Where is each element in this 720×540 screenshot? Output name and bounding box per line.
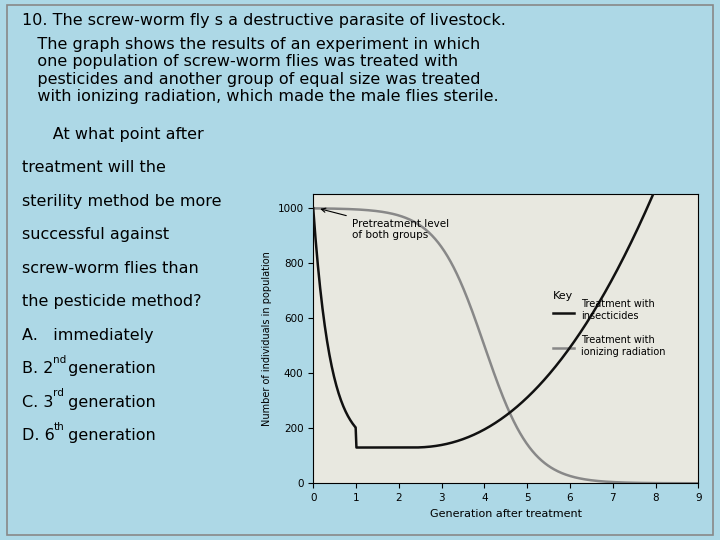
Y-axis label: Number of individuals in population: Number of individuals in population: [262, 252, 271, 426]
Text: The graph shows the results of an experiment in which
   one population of screw: The graph shows the results of an experi…: [22, 37, 498, 104]
Text: screw-worm flies than: screw-worm flies than: [22, 261, 198, 276]
Text: generation: generation: [63, 395, 156, 410]
Text: A.   immediately: A. immediately: [22, 328, 153, 343]
Text: B. 2: B. 2: [22, 361, 53, 376]
Text: generation: generation: [63, 428, 156, 443]
Text: rd: rd: [53, 388, 64, 399]
Text: Treatment with
ionizing radiation: Treatment with ionizing radiation: [581, 334, 665, 357]
Text: At what point after: At what point after: [22, 127, 203, 142]
Text: treatment will the: treatment will the: [22, 160, 166, 176]
Text: successful against: successful against: [22, 227, 168, 242]
Text: C. 3: C. 3: [22, 395, 53, 410]
Text: 10. The screw-worm fly s a destructive parasite of livestock.: 10. The screw-worm fly s a destructive p…: [22, 14, 505, 29]
Text: Key: Key: [553, 291, 573, 301]
Text: generation: generation: [63, 361, 156, 376]
Text: Treatment with
insecticides: Treatment with insecticides: [581, 299, 654, 321]
Text: nd: nd: [53, 355, 66, 365]
Text: sterility method be more: sterility method be more: [22, 194, 221, 209]
Text: Pretreatment level
of both groups: Pretreatment level of both groups: [321, 208, 449, 240]
Text: D. 6: D. 6: [22, 428, 54, 443]
X-axis label: Generation after treatment: Generation after treatment: [430, 509, 582, 518]
Text: the pesticide method?: the pesticide method?: [22, 294, 201, 309]
Text: th: th: [53, 422, 64, 432]
